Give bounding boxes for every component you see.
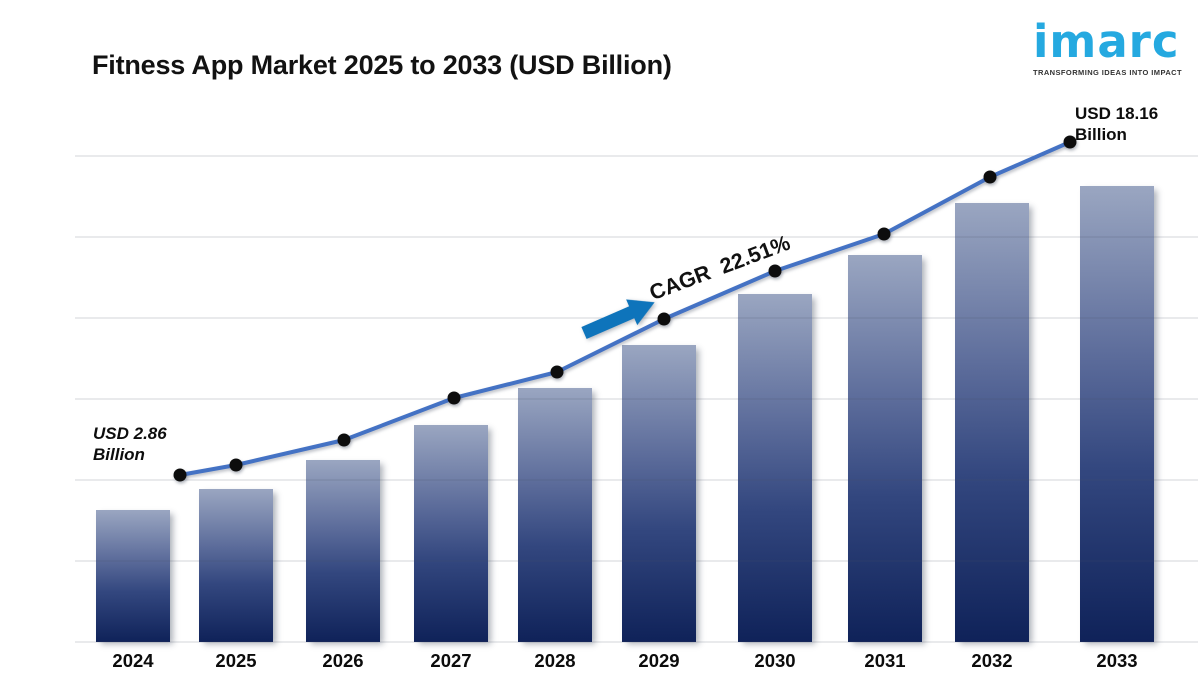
x-tick-2030: 2030 bbox=[754, 650, 796, 671]
imarc-logo: imarc TRANSFORMING IDEAS INTO IMPACT bbox=[1033, 15, 1182, 77]
x-tick-2032: 2032 bbox=[971, 650, 1013, 671]
x-tick-2026: 2026 bbox=[322, 650, 364, 671]
bar-2026 bbox=[306, 460, 380, 642]
marker-2028 bbox=[550, 365, 564, 379]
cagr-arrow-icon bbox=[581, 299, 655, 339]
x-tick-2027: 2027 bbox=[430, 650, 472, 671]
x-tick-2025: 2025 bbox=[215, 650, 257, 671]
x-tick-2031: 2031 bbox=[864, 650, 906, 671]
x-tick-2029: 2029 bbox=[638, 650, 680, 671]
bar-2027 bbox=[414, 425, 488, 642]
start-value-line2: Billion bbox=[93, 445, 145, 464]
bar-2029 bbox=[622, 345, 696, 642]
chart-title: Fitness App Market 2025 to 2033 (USD Bil… bbox=[92, 50, 672, 80]
marker-2030 bbox=[768, 264, 782, 278]
x-tick-2024: 2024 bbox=[112, 650, 154, 671]
bar-2032 bbox=[955, 203, 1029, 642]
marker-2024 bbox=[173, 468, 187, 482]
marker-2027 bbox=[447, 391, 461, 405]
bar-2028 bbox=[518, 388, 592, 642]
bar-2031 bbox=[848, 255, 922, 642]
end-value-label: USD 18.16 Billion bbox=[1075, 103, 1158, 145]
imarc-logo-text: imarc bbox=[1033, 15, 1180, 68]
bar-2033 bbox=[1080, 186, 1154, 642]
x-tick-2033: 2033 bbox=[1096, 650, 1138, 671]
bar-2025 bbox=[199, 489, 273, 642]
imarc-logo-tagline: TRANSFORMING IDEAS INTO IMPACT bbox=[1033, 67, 1182, 77]
end-value-line2: Billion bbox=[1075, 125, 1127, 144]
marker-2031 bbox=[877, 227, 891, 241]
start-value-line1: USD 2.86 bbox=[93, 424, 167, 443]
end-value-line1: USD 18.16 bbox=[1075, 104, 1159, 123]
marker-2026 bbox=[337, 433, 351, 447]
start-value-label: USD 2.86 Billion bbox=[93, 423, 167, 465]
x-tick-2028: 2028 bbox=[534, 650, 576, 671]
marker-2032 bbox=[983, 170, 997, 184]
marker-2029 bbox=[657, 312, 671, 326]
bar-2024 bbox=[96, 510, 170, 642]
bar-2030 bbox=[738, 294, 812, 642]
marker-2025 bbox=[229, 458, 243, 472]
